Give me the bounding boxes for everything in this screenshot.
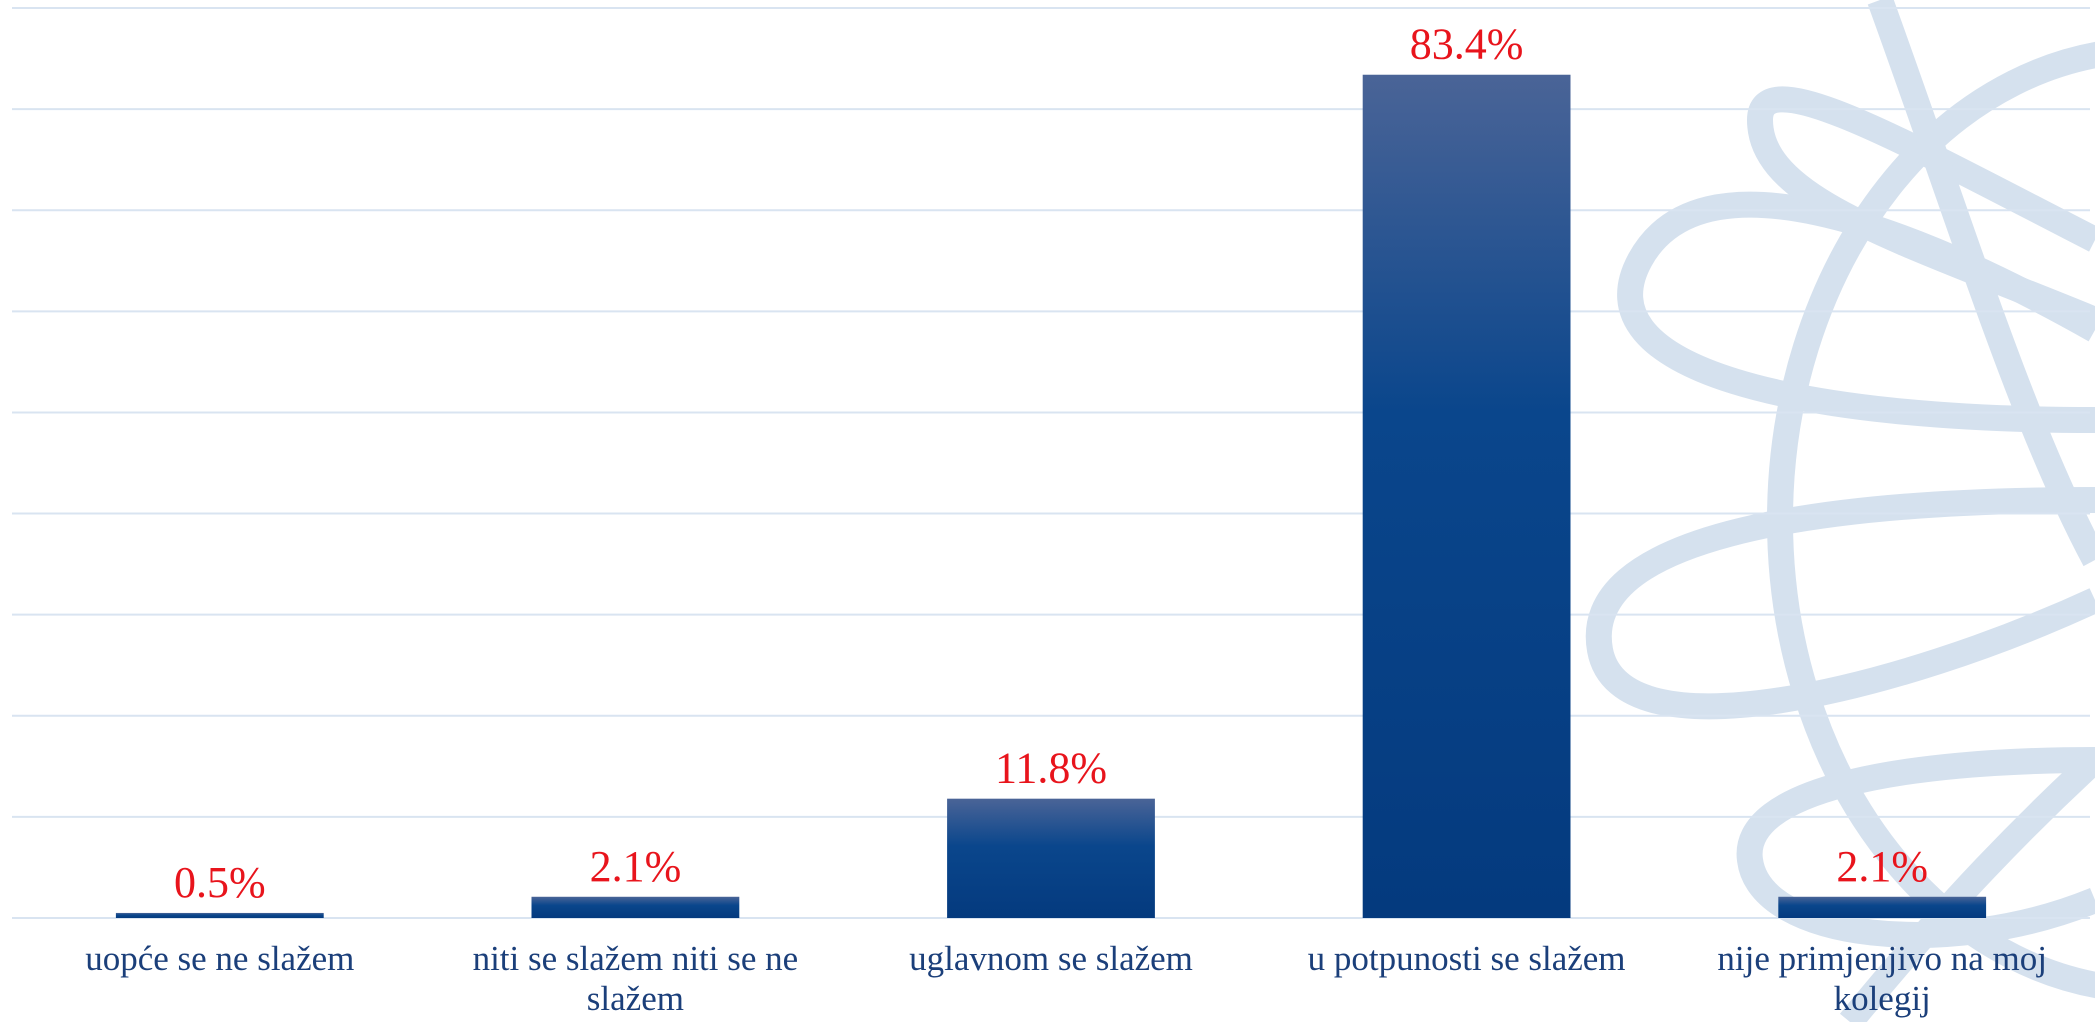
bar — [947, 798, 1155, 918]
value-label: 11.8% — [995, 744, 1107, 793]
value-label: 0.5% — [174, 858, 266, 907]
bar — [1362, 74, 1571, 918]
x-tick-label: u potpunosti se slažem — [1307, 939, 1626, 978]
value-label: 2.1% — [1836, 842, 1928, 891]
x-tick-label: nije primjenjivo na moj kolegij — [1717, 939, 2047, 1018]
x-tick-label: uglavnom se slažem — [909, 939, 1193, 978]
x-tick-label: niti se slažem niti se ne slažem — [472, 939, 799, 1018]
value-label: 2.1% — [590, 842, 682, 891]
value-label: 83.4% — [1410, 20, 1524, 69]
x-tick-label: uopće se ne slažem — [85, 939, 355, 978]
bar — [1778, 896, 1987, 918]
background-decoration — [1585, 0, 2095, 1022]
bar — [115, 912, 324, 918]
bar — [531, 896, 740, 918]
